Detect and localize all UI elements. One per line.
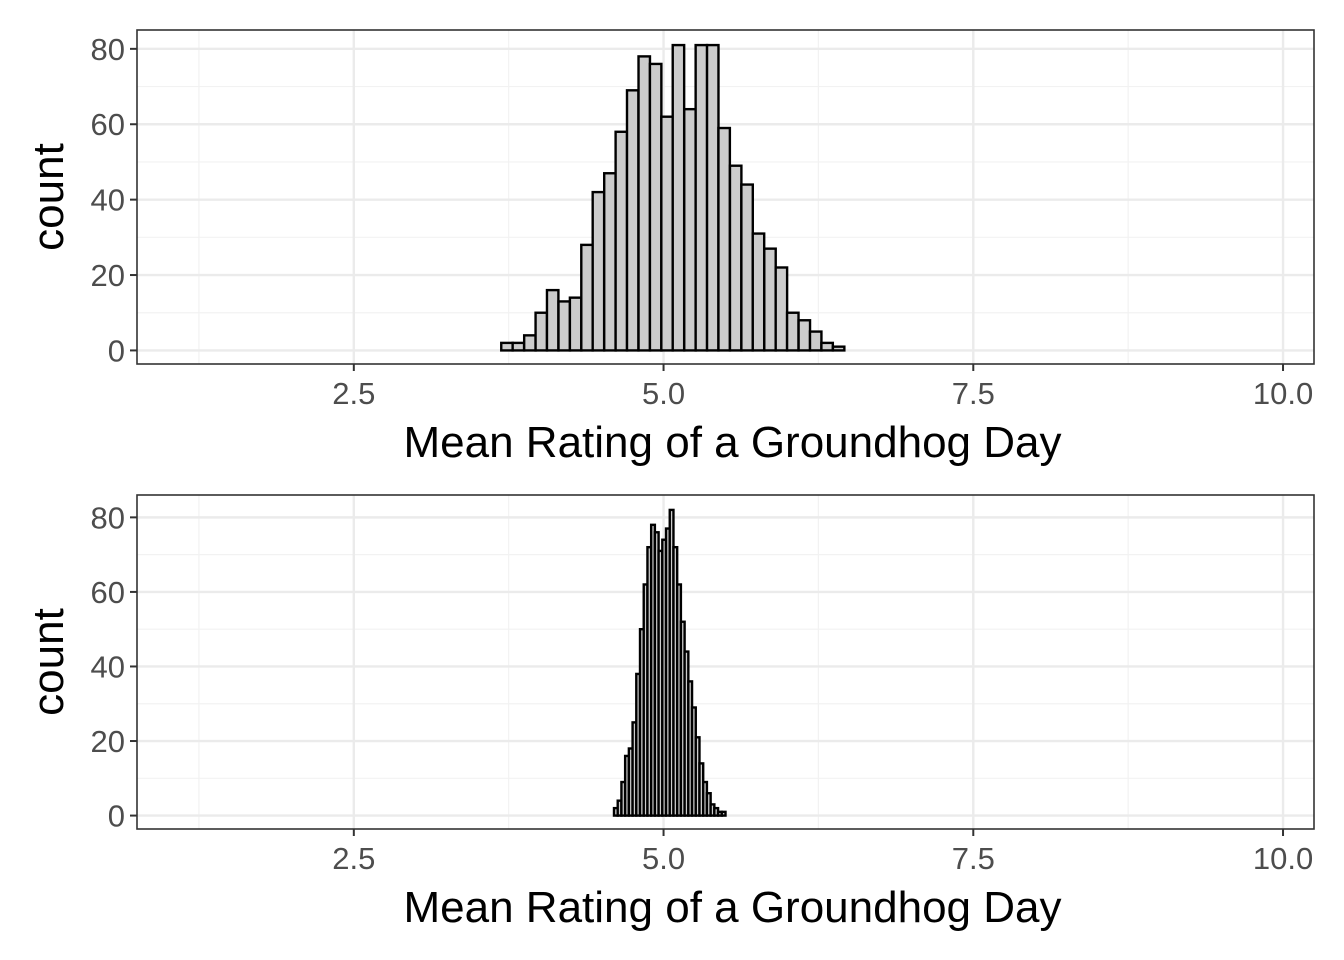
panel-border (136, 29, 1315, 365)
x-tick-label: 2.5 (332, 376, 375, 411)
histogram-bar (522, 334, 537, 352)
panel-border (136, 494, 1315, 830)
histogram-bar (694, 43, 709, 352)
histogram-bar (808, 330, 823, 352)
histogram-bars (612, 508, 727, 817)
histogram-bar (671, 43, 686, 352)
histogram-bar (728, 164, 743, 352)
histogram-panel-1: 2.5 5.0 7.5 10.0 0 20 40 60 80 Mean Rating of a G… (24, 29, 1315, 467)
y-tick-label: 0 (108, 799, 125, 834)
histogram-bar (763, 247, 777, 352)
histogram-bars (500, 43, 846, 352)
x-tick-label: 2.5 (332, 841, 375, 876)
x-tick-label: 7.5 (952, 841, 995, 876)
histogram-bar (720, 810, 727, 817)
histogram-bar (717, 126, 732, 352)
y-tick-label: 80 (91, 32, 125, 67)
histogram-bar (511, 341, 526, 352)
histogram-bar (831, 345, 846, 352)
y-tick-label: 80 (91, 500, 125, 535)
y-axis-title: count (24, 608, 73, 716)
histogram-bar (774, 266, 789, 352)
histogram-bar (683, 107, 697, 352)
y-tick-label: 0 (108, 333, 125, 368)
x-tick-label: 5.0 (642, 841, 685, 876)
histogram-bar (568, 296, 583, 352)
histogram-bar (660, 115, 674, 352)
histogram-bar (751, 232, 766, 352)
histogram-bar (500, 341, 514, 352)
y-tick-label: 20 (91, 258, 125, 293)
histogram-bar (603, 172, 617, 352)
histogram-bar (557, 300, 572, 352)
histogram-bar (545, 288, 560, 352)
panel-background (137, 495, 1314, 829)
histogram-bar (534, 311, 549, 352)
x-axis-title: Mean Rating of a Groundhog Day (404, 418, 1062, 467)
histogram-bar (797, 319, 812, 352)
x-tick-label: 5.0 (642, 376, 685, 411)
x-tick-label: 7.5 (952, 376, 995, 411)
histogram-bar (705, 43, 720, 352)
histogram-panel-2: 2.5 5.0 7.5 10.0 0 20 40 60 80 Mean Rating of a G… (24, 494, 1315, 932)
y-tick-label: 40 (91, 649, 125, 684)
y-tick-label: 20 (91, 724, 125, 759)
histogram-bar (820, 341, 835, 352)
histogram-bar (785, 311, 800, 352)
y-tick-label: 60 (91, 107, 125, 142)
histogram-bar (614, 130, 629, 352)
histogram-bar (637, 55, 652, 352)
histogram-bar (648, 62, 663, 352)
histogram-bar (580, 243, 594, 352)
x-tick-label: 10.0 (1253, 841, 1313, 876)
histogram-bar (591, 190, 606, 352)
y-axis-title: count (24, 143, 73, 251)
chart-panels: 2.5 5.0 7.5 10.0 0 20 40 60 80 Mean Rating of a G… (24, 29, 1315, 932)
y-tick-label: 40 (91, 183, 125, 218)
y-tick-label: 60 (91, 575, 125, 610)
x-axis-title: Mean Rating of a Groundhog Day (404, 883, 1062, 932)
histogram-bar (740, 183, 754, 352)
histogram-bar (625, 89, 640, 352)
x-tick-label: 10.0 (1253, 376, 1313, 411)
